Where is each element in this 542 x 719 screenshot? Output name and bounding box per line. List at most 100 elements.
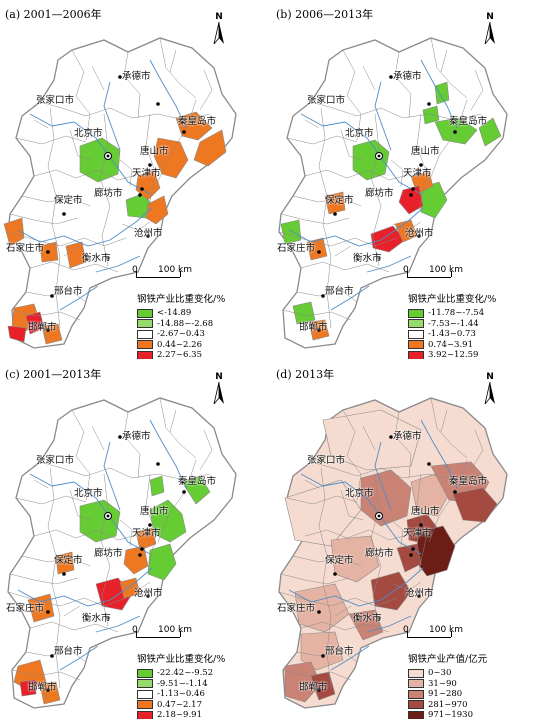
city-label: 保定市: [54, 195, 83, 206]
city-label: 邯郸市: [28, 682, 57, 693]
county-boundary: [63, 245, 81, 257]
legend-swatch: [137, 679, 153, 689]
city-marker: [182, 490, 186, 494]
city-label: 秦皇岛市: [449, 116, 488, 127]
city-marker: [46, 328, 50, 332]
county-boundary: [169, 409, 177, 433]
city-marker: [419, 163, 423, 167]
city-marker: [427, 102, 431, 106]
river: [330, 645, 370, 671]
scale-bar: 0 100 km: [403, 265, 521, 285]
river: [330, 285, 370, 311]
city-marker: [140, 547, 144, 551]
county-boundary: [157, 459, 197, 543]
county-boundary: [334, 605, 352, 617]
capital-marker-dot: [377, 514, 381, 518]
county-boundary: [159, 397, 197, 459]
county-fill: [7, 325, 27, 343]
panel-title: (c) 2001—2013年: [5, 368, 102, 381]
scale-zero: 0: [403, 625, 409, 635]
north-arrow-icon: N: [482, 372, 498, 404]
county-boundary: [428, 99, 468, 183]
legend-item: 0.44~2.26: [137, 340, 225, 351]
city-label: 衡水市: [82, 613, 111, 624]
county-boundary: [199, 429, 213, 471]
city-label: 石家庄市: [277, 243, 316, 254]
county-boundary: [304, 119, 320, 129]
county-fill: [79, 499, 121, 543]
city-marker: [453, 130, 457, 134]
river: [95, 255, 141, 273]
north-label: N: [486, 12, 494, 22]
county-boundary: [318, 467, 332, 689]
county-boundary: [282, 309, 352, 321]
river: [374, 441, 392, 511]
river: [300, 113, 422, 195]
county-boundary: [39, 681, 49, 701]
county-fill: [27, 593, 55, 623]
county-boundary: [280, 213, 350, 225]
legend-label: -9.51~-1.14: [157, 678, 208, 689]
county-fill: [478, 117, 502, 147]
river: [300, 473, 422, 555]
legend-swatch: [408, 689, 424, 699]
county-fill: [145, 195, 169, 225]
county-fill: [153, 137, 189, 179]
scale-bar: 0 100 km: [403, 625, 521, 645]
county-boundary: [392, 581, 422, 591]
county-boundary: [304, 529, 412, 541]
river: [95, 615, 141, 633]
city-label: 沧州市: [134, 588, 163, 599]
county-fill: [370, 225, 406, 253]
legend-swatch: [137, 689, 153, 699]
county-boundary: [91, 65, 105, 91]
county-boundary: [159, 37, 197, 99]
county-fill: [410, 473, 450, 517]
county-boundary: [280, 573, 350, 585]
city-label: 北京市: [345, 488, 374, 499]
county-boundary: [292, 555, 362, 567]
city-label: 张家口市: [307, 95, 346, 106]
county-fill: [420, 181, 448, 219]
legend-label: 2.27~6.35: [157, 350, 202, 359]
map-legend: 钢铁产业比重变化/% -11.78~-7.54 -7.53~-1.44 -1.43~…: [408, 291, 496, 359]
county-boundary: [123, 411, 141, 479]
legend-item: -2.67~0.43: [137, 329, 225, 340]
city-marker: [118, 75, 122, 79]
map-panel-a: (a) 2001—2006年 N 0 100 km 钢铁产业比重变化/% <-1…: [0, 0, 271, 359]
legend-item: -11.78~-7.54: [408, 308, 496, 319]
river: [420, 59, 458, 129]
city-label: 沧州市: [134, 228, 163, 239]
county-boundary: [71, 49, 91, 141]
county-boundary: [286, 135, 358, 145]
legend-label: <-14.89: [157, 308, 192, 319]
city-label: 秦皇岛市: [449, 476, 488, 487]
city-label: 唐山市: [140, 506, 169, 517]
city-marker: [106, 256, 110, 260]
county-fill: [147, 543, 177, 581]
scale-zero: 0: [403, 265, 409, 275]
county-boundary: [11, 669, 81, 681]
city-marker: [182, 130, 186, 134]
county-boundary: [33, 119, 49, 129]
river: [420, 419, 458, 489]
city-label: 廊坊市: [365, 188, 394, 199]
capital-marker-dot: [106, 514, 110, 518]
north-label: N: [215, 372, 223, 382]
county-boundary: [362, 65, 376, 91]
city-label: 衡水市: [353, 253, 382, 264]
river: [374, 81, 392, 151]
legend-label: -1.13~0.46: [157, 689, 205, 700]
river: [17, 567, 153, 607]
scale-zero: 0: [132, 265, 138, 275]
city-marker: [62, 572, 66, 576]
county-fill: [19, 679, 37, 697]
county-boundary: [318, 107, 332, 329]
county-boundary: [340, 129, 364, 161]
legend-swatch: [408, 319, 424, 329]
north-arrow-icon: N: [211, 372, 227, 404]
city-label: 廊坊市: [365, 548, 394, 559]
county-fill: [352, 139, 390, 181]
city-marker: [417, 594, 421, 598]
county-fill: [280, 219, 302, 245]
